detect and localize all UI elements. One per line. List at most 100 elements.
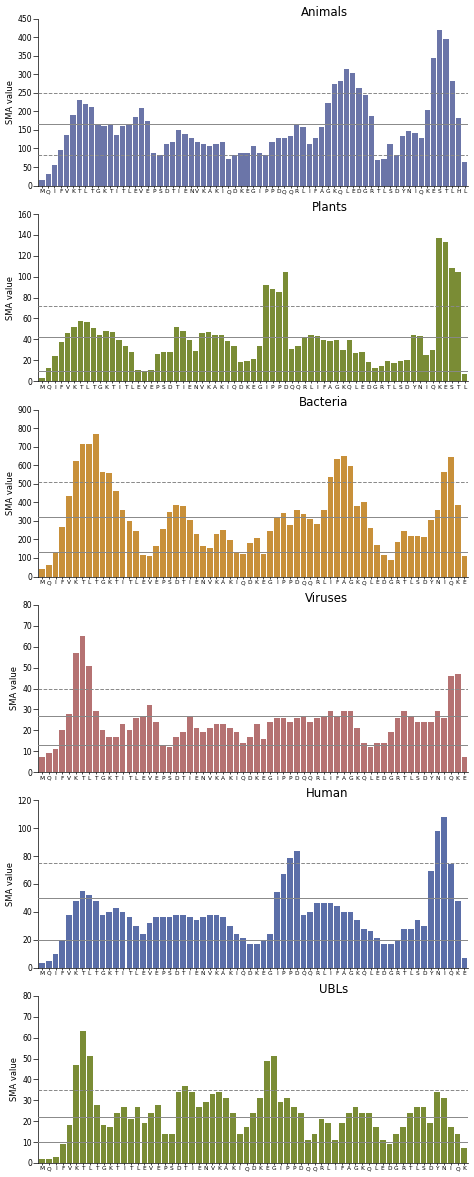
Bar <box>167 747 173 772</box>
Bar <box>39 378 45 381</box>
Bar <box>307 144 312 186</box>
Bar <box>46 174 51 186</box>
Bar <box>435 510 440 577</box>
Text: Viruses: Viruses <box>305 592 348 605</box>
Bar <box>67 1125 73 1163</box>
Bar <box>78 320 83 381</box>
Bar <box>412 133 418 186</box>
Bar <box>230 1113 236 1163</box>
Bar <box>462 958 467 967</box>
Bar <box>455 900 461 967</box>
Bar <box>294 851 300 967</box>
Bar <box>65 333 70 381</box>
Bar <box>53 1157 59 1163</box>
Bar <box>283 273 288 381</box>
Bar <box>281 513 286 577</box>
Bar <box>353 1106 358 1163</box>
Bar <box>462 1149 467 1163</box>
Bar <box>127 917 132 967</box>
Bar <box>341 912 346 967</box>
Bar <box>331 85 337 186</box>
Bar <box>394 718 400 772</box>
Bar <box>97 335 102 381</box>
Bar <box>368 527 374 577</box>
Bar <box>140 935 146 967</box>
Bar <box>86 896 92 967</box>
Bar <box>213 144 219 186</box>
Bar <box>180 506 186 577</box>
Bar <box>220 917 226 967</box>
Bar <box>140 554 146 577</box>
Bar <box>39 568 45 577</box>
Bar <box>254 724 260 772</box>
Y-axis label: SMA value: SMA value <box>6 80 15 124</box>
Bar <box>257 1098 263 1163</box>
Y-axis label: SMA value: SMA value <box>10 1057 19 1102</box>
Bar <box>240 553 246 577</box>
Bar <box>80 637 85 772</box>
Bar <box>180 732 186 772</box>
Bar <box>387 144 393 186</box>
Bar <box>381 944 387 967</box>
Bar <box>379 366 384 381</box>
Bar <box>339 1123 345 1163</box>
Bar <box>70 115 76 186</box>
Bar <box>106 912 112 967</box>
Bar <box>128 1119 134 1163</box>
Bar <box>227 729 233 772</box>
Text: Animals: Animals <box>301 6 348 19</box>
Bar <box>227 926 233 967</box>
Bar <box>462 162 467 186</box>
Text: Bacteria: Bacteria <box>299 397 348 410</box>
Bar <box>219 141 225 186</box>
Bar <box>455 674 461 772</box>
Bar <box>84 321 90 381</box>
Bar <box>441 718 447 772</box>
Bar <box>240 743 246 772</box>
Bar <box>113 737 119 772</box>
Bar <box>261 739 266 772</box>
Bar <box>355 729 360 772</box>
Bar <box>346 1113 352 1163</box>
Bar <box>287 858 293 967</box>
Bar <box>100 472 105 577</box>
Bar <box>187 340 192 381</box>
Bar <box>160 528 166 577</box>
Bar <box>441 1098 447 1163</box>
Bar <box>110 332 115 381</box>
Bar <box>350 73 356 186</box>
Bar <box>319 127 324 186</box>
Bar <box>167 917 173 967</box>
Bar <box>175 1092 182 1163</box>
Bar <box>73 653 79 772</box>
Bar <box>206 332 211 381</box>
Bar <box>267 935 273 967</box>
Bar <box>153 546 159 577</box>
Bar <box>244 1128 249 1163</box>
Bar <box>404 360 410 381</box>
Bar <box>261 942 266 967</box>
Bar <box>108 1128 113 1163</box>
Bar <box>59 730 65 772</box>
Bar <box>261 553 266 577</box>
Bar <box>374 938 380 967</box>
Bar <box>72 327 77 381</box>
Bar <box>251 359 256 381</box>
Bar <box>142 371 147 381</box>
Bar <box>428 1123 433 1163</box>
Bar <box>225 341 230 381</box>
Bar <box>423 355 429 381</box>
Bar <box>73 900 79 967</box>
Bar <box>100 1125 107 1163</box>
Bar <box>319 1119 324 1163</box>
Bar <box>146 705 152 772</box>
Bar <box>282 138 287 186</box>
Bar <box>375 160 380 186</box>
Bar <box>328 904 333 967</box>
Bar <box>173 737 179 772</box>
Bar <box>86 445 92 577</box>
Bar <box>341 457 346 577</box>
Bar <box>223 1098 229 1163</box>
Bar <box>425 111 430 186</box>
Bar <box>274 518 280 577</box>
